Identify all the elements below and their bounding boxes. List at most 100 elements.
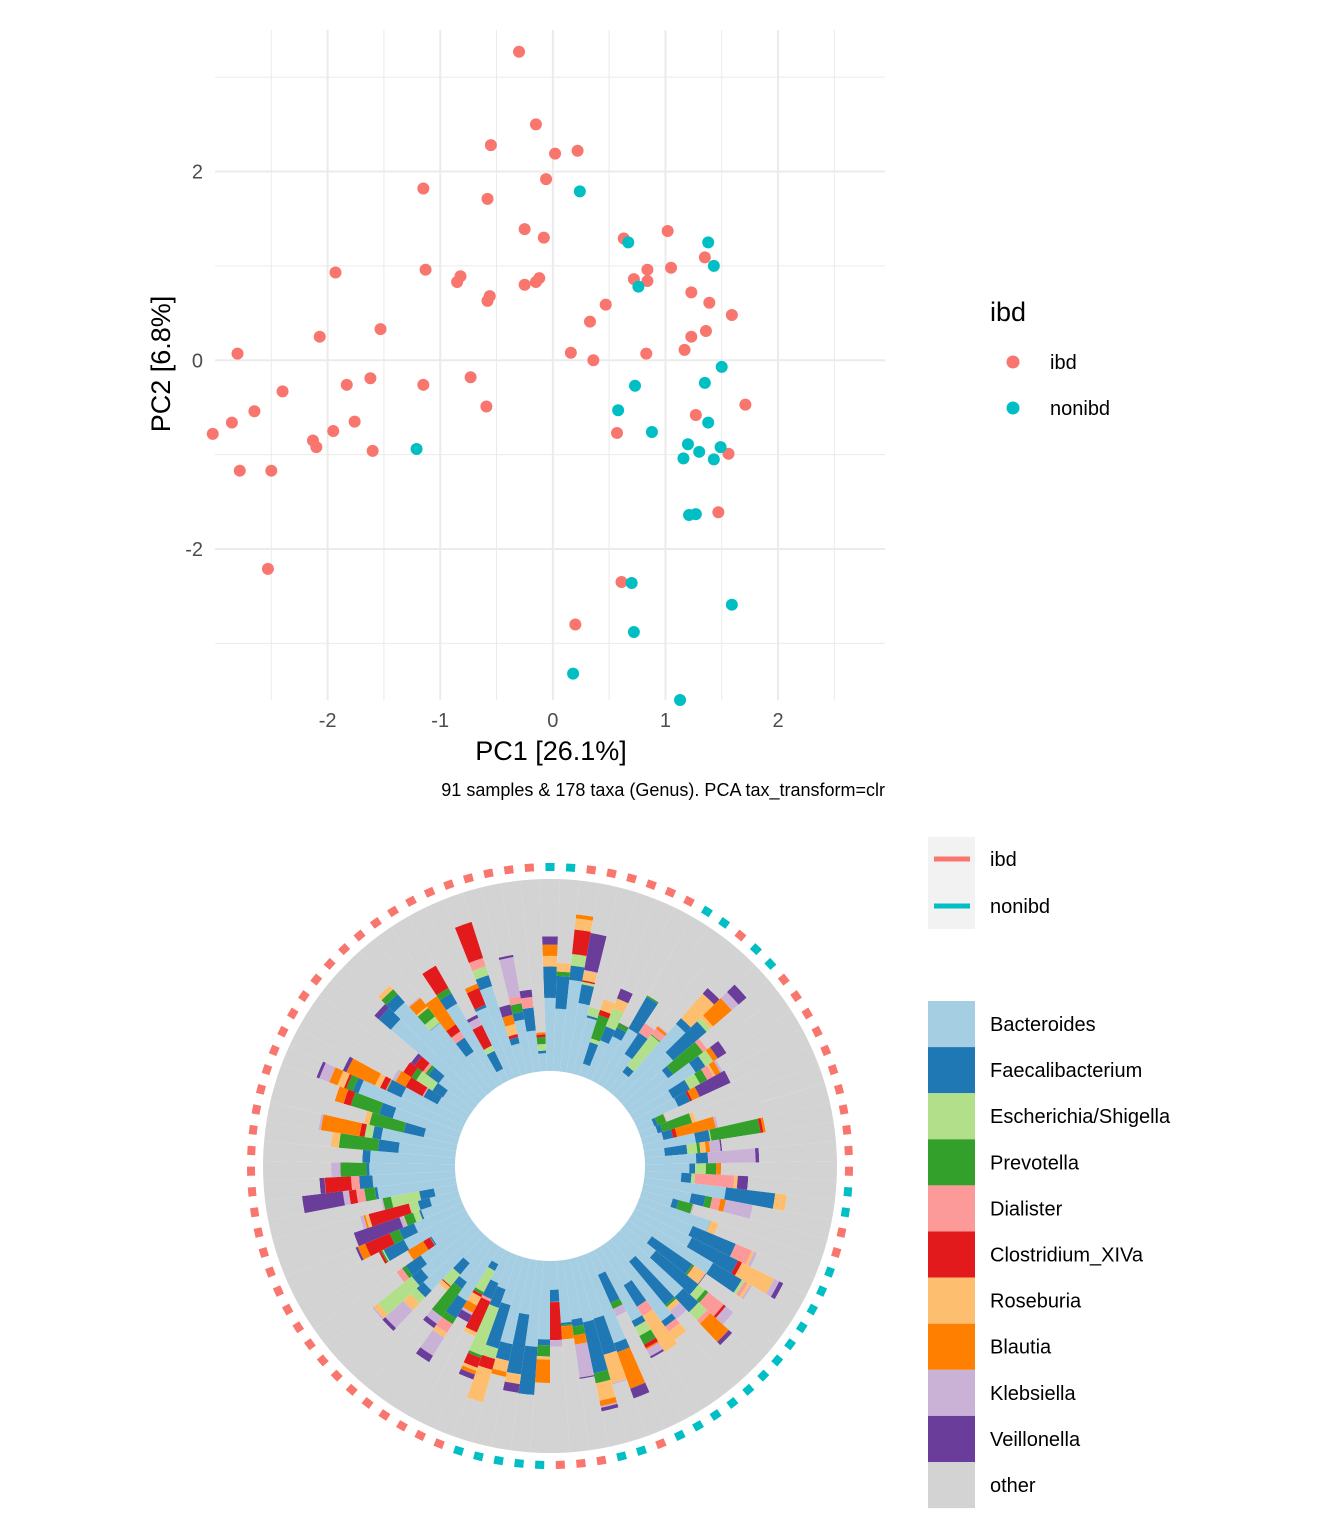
bar-segment-bacteroides (393, 1002, 487, 1100)
bar-segment-bacteroides (633, 1098, 679, 1127)
bar-segment-faecalibacterium (439, 992, 458, 1011)
sample-bar (443, 892, 521, 1078)
bar-segment-dialister (690, 1203, 694, 1214)
bar-segment-faecalibacterium (600, 1026, 616, 1044)
bar-segment-clostridium-xiva (466, 987, 486, 1010)
sample-bar (303, 1214, 472, 1330)
bar-segment-prevotella (591, 1015, 609, 1042)
sample-bar (566, 883, 619, 1074)
sample-bar (553, 879, 580, 1072)
sample-bar (624, 1219, 787, 1345)
bar-segment-klebsiella (741, 1284, 753, 1300)
pca-point-ibd (225, 416, 238, 429)
bar-segment-klebsiella (420, 1329, 445, 1356)
bar-segment-prevotella (572, 1324, 586, 1336)
taxa-legend-label: Bacteroides (990, 1014, 1096, 1036)
bar-segment-dialister (694, 1173, 735, 1189)
bar-segment-roseburia (536, 1355, 550, 1360)
pca-point-ibd (685, 286, 698, 299)
bar-segment-bacteroides (639, 1190, 673, 1207)
bar-segment-faecalibacterium (624, 1032, 648, 1060)
bar-segment-faecalibacterium (386, 993, 405, 1013)
pca-caption: 91 samples & 178 taxa (Genus). PCA tax_t… (441, 780, 885, 801)
bar-segment-dialister (435, 1316, 453, 1333)
pca-point-ibd (564, 346, 577, 359)
group-ring-tick-nonibd (843, 1186, 853, 1197)
sample-bar (644, 1161, 838, 1181)
bar-segment-clostridium-xiva (465, 1297, 491, 1333)
bar-segment-clostridium-xiva (686, 1265, 695, 1276)
bar-segment-bacteroides (579, 1063, 590, 1078)
bar-segment-veillonella (579, 1375, 595, 1379)
bar-segment-prevotella (685, 1264, 694, 1276)
bar-segment-prevotella (654, 1114, 667, 1126)
pca-point-ibd (685, 330, 698, 343)
bar-segment-faecalibacterium (419, 1188, 436, 1201)
bar-segment-clostridium-xiva (572, 929, 591, 957)
bar-segment-dialister (699, 1292, 724, 1317)
bar-segment-roseburia (699, 1141, 707, 1153)
group-ring-tick-nonibd (771, 1354, 784, 1367)
bar-segment-escherichia-shigella (409, 1201, 421, 1213)
sample-bar (630, 1011, 802, 1121)
group-ring-tick-ibd (734, 929, 747, 942)
bar-segment-bacteroides (514, 1019, 534, 1074)
bar-segment-faecalibacterium (372, 1125, 384, 1140)
bar-segment-other (691, 1204, 828, 1259)
bar-segment-faecalibacterium (628, 996, 658, 1035)
bar-segment-prevotella (381, 1250, 389, 1263)
bar-segment-clostridium-xiva (550, 1301, 563, 1341)
bar-segment-veillonella (458, 1368, 476, 1380)
pca-y-tick-label: 2 (192, 162, 203, 184)
bar-segment-other (601, 1407, 629, 1447)
taxa-legend-key (928, 1047, 975, 1094)
bar-segment-bacteroides (644, 1163, 690, 1174)
pca-point-ibd (722, 447, 735, 460)
bar-segment-clostridium-xiva (343, 1073, 353, 1089)
bar-segment-klebsiella (408, 996, 421, 1008)
bar-segment-roseburia (462, 1362, 478, 1371)
sample-bar (622, 979, 781, 1110)
bar-segment-veillonella (694, 1070, 731, 1098)
group-ring-tick-ibd (606, 868, 617, 879)
sample-bar (582, 1252, 666, 1437)
bar-segment-bacteroides (466, 1051, 498, 1091)
bar-segment-faecalibacterium (359, 1175, 374, 1190)
bar-segment-other (266, 1102, 322, 1130)
bar-segment-escherichia-shigella (382, 1249, 390, 1262)
group-ring-tick-nonibd (673, 1429, 686, 1441)
pca-point-ibd (233, 464, 246, 477)
sample-bar (530, 1260, 550, 1453)
bar-segment-bacteroides (553, 1008, 567, 1072)
bar-segment-bacteroides (550, 1260, 559, 1290)
group-ring-tick-ibd (277, 1025, 289, 1038)
pca-point-ibd (699, 325, 712, 338)
bar-segment-blautia (699, 1313, 729, 1342)
bar-segment-escherichia-shigella (686, 1143, 698, 1155)
bar-segment-prevotella (340, 1162, 367, 1177)
bar-segment-other (692, 1064, 825, 1122)
group-ring-tick-ibd (268, 1044, 280, 1057)
bar-segment-prevotella (346, 1074, 359, 1092)
group-ring-tick-ibd (282, 1303, 294, 1316)
bar-segment-faecalibacterium (582, 1041, 599, 1067)
bar-segment-faecalibacterium (612, 1027, 627, 1041)
group-ring-tick-ibd (272, 1285, 284, 1297)
bar-segment-prevotella (425, 1065, 435, 1076)
bar-segment-other (289, 1028, 350, 1071)
bar-segment-roseburia (432, 1325, 448, 1338)
bar-segment-blautia (407, 1241, 429, 1261)
pca-point-ibd (366, 444, 379, 457)
bar-segment-faecalibacterium (378, 1007, 401, 1030)
bar-segment-escherichia-shigella (690, 1173, 696, 1184)
sample-bar (640, 1082, 830, 1145)
pca-point-ibd (549, 147, 562, 160)
bar-segment-klebsiella (657, 1025, 668, 1034)
bar-segment-bacteroides (380, 1127, 458, 1152)
bar-segment-blautia (704, 1141, 711, 1153)
group-ring-tick-ibd (298, 990, 310, 1003)
bar-segment-other (416, 1330, 476, 1429)
pca-point-ibd (661, 225, 674, 237)
bar-segment-bacteroides (610, 1234, 636, 1262)
bar-segment-prevotella (382, 1196, 394, 1210)
